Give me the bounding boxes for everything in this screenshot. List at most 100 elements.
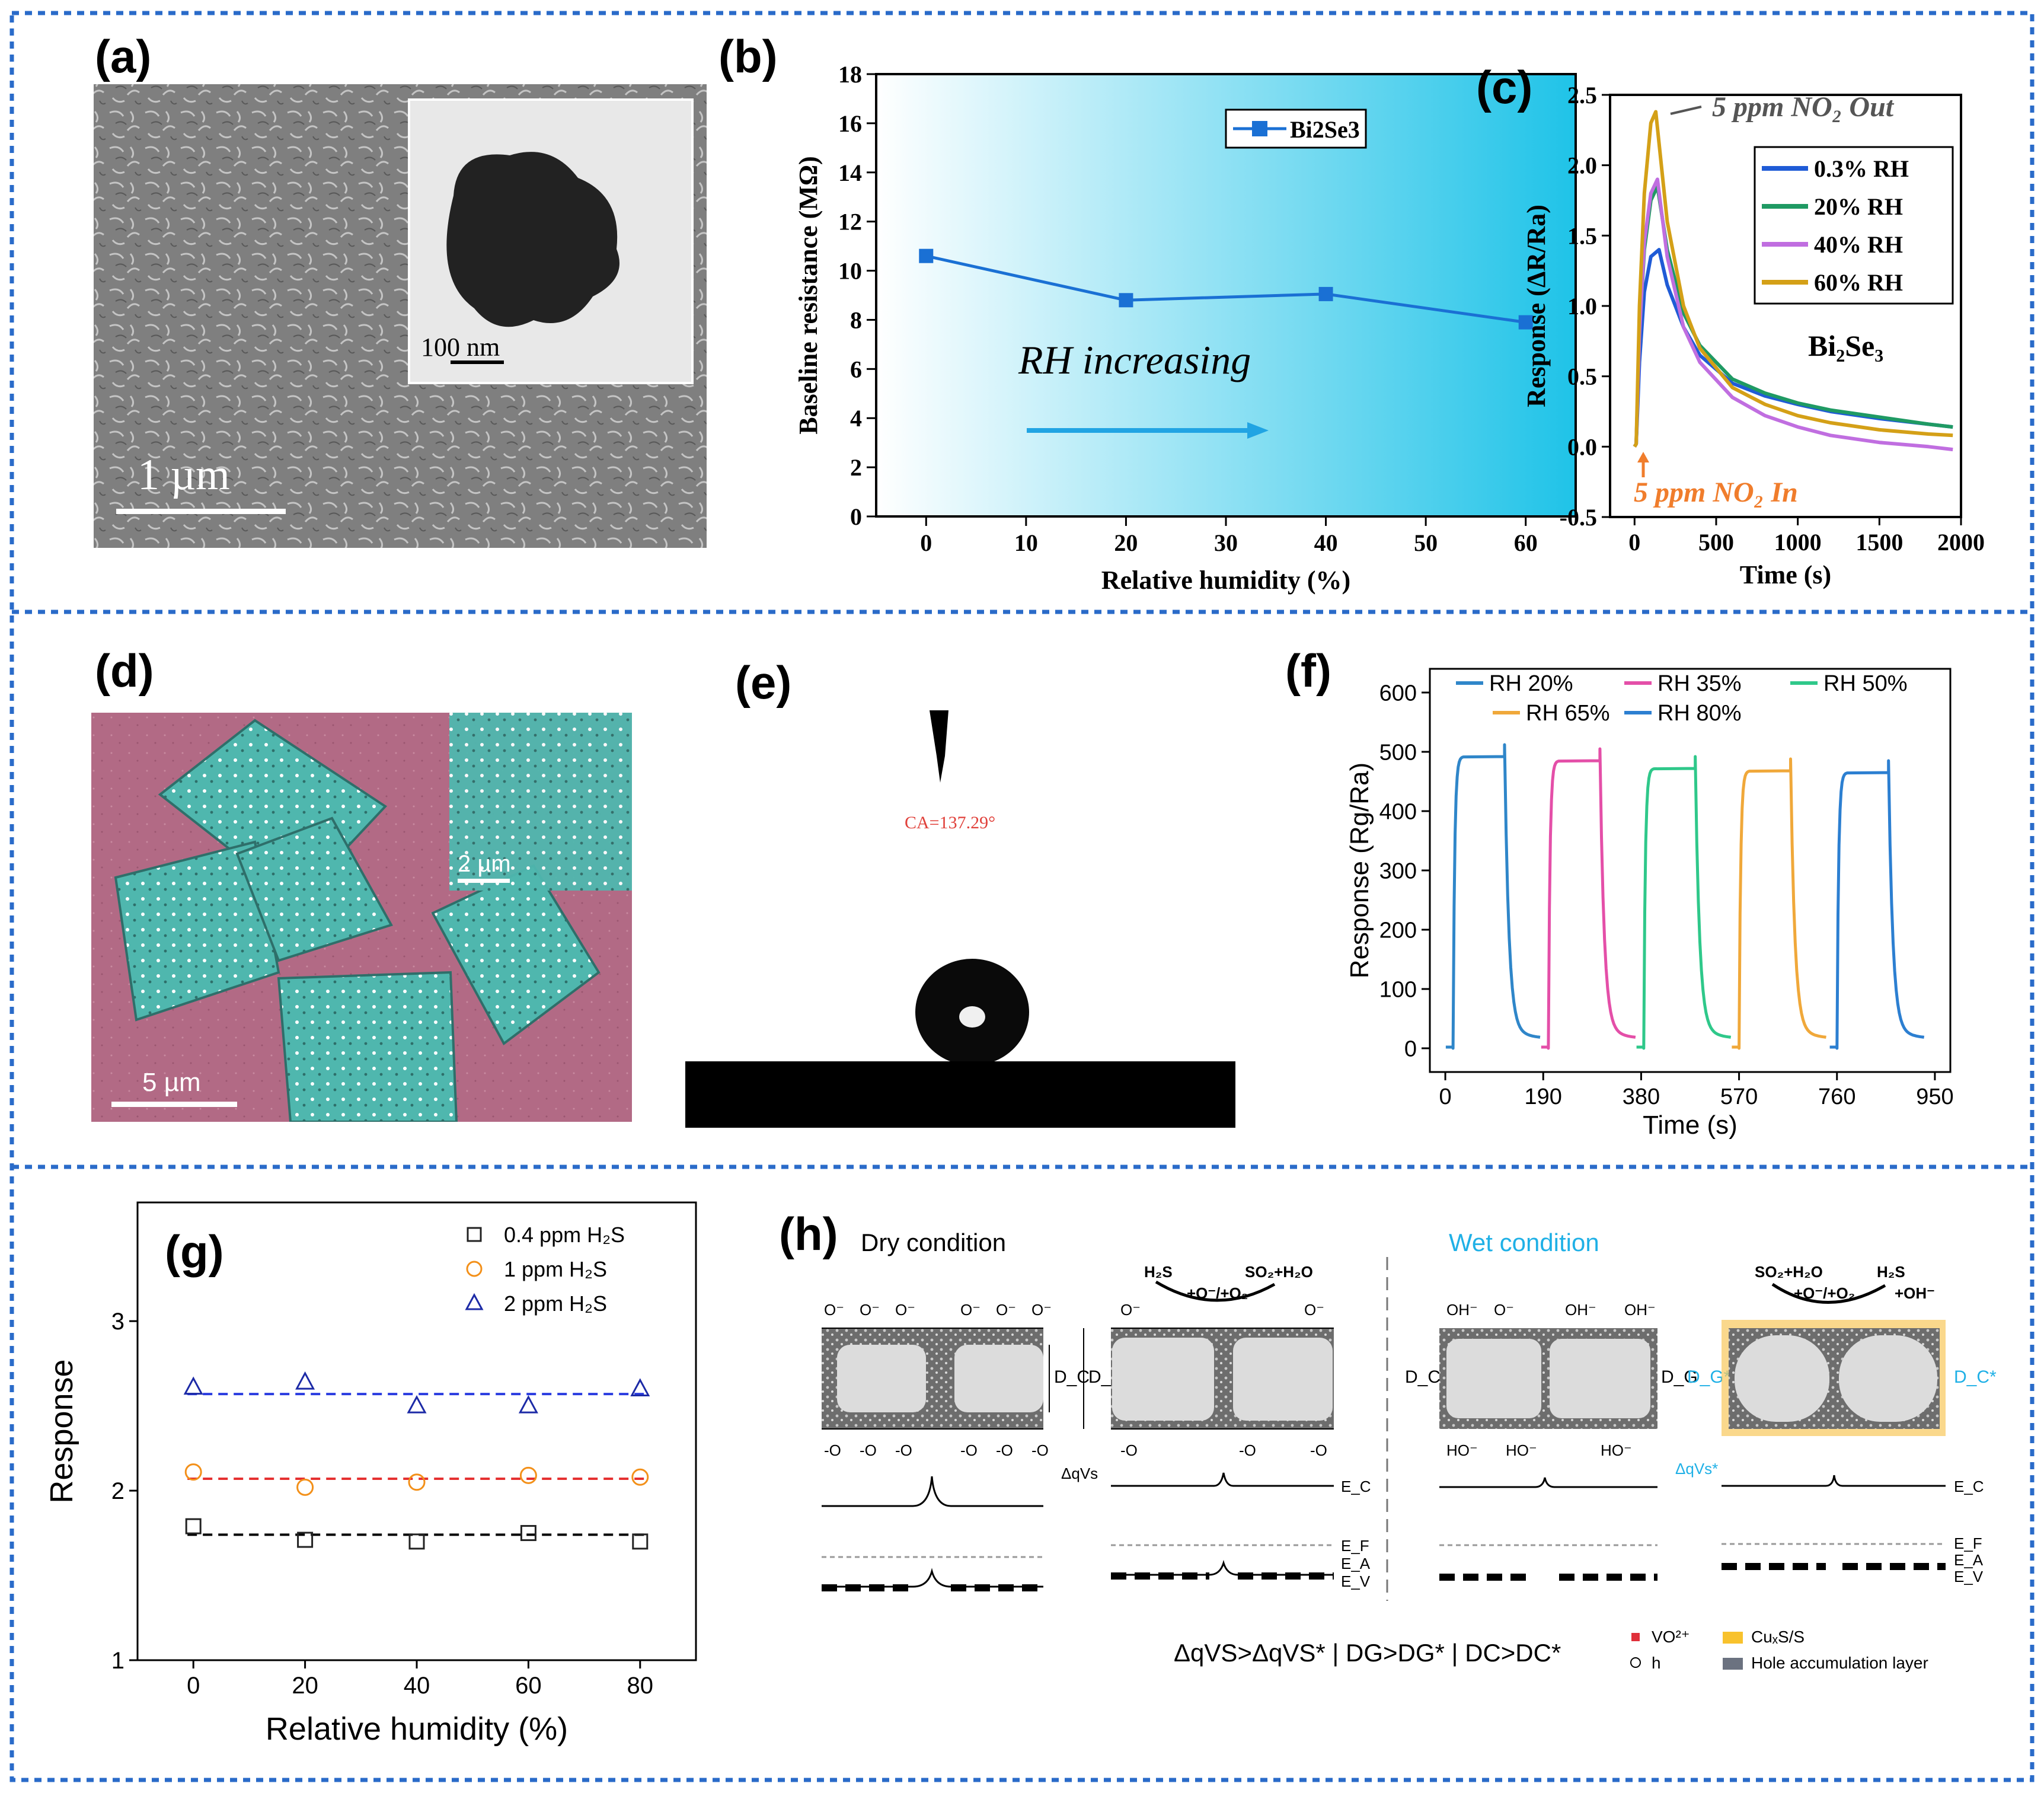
dc-wet-label: D_C	[1405, 1367, 1441, 1387]
x-tick-label: 0	[1439, 1084, 1452, 1109]
tem-particle	[446, 152, 619, 327]
legend-c: 0.3% RH 20% RH 40% RH 60% RH	[1754, 146, 1954, 305]
series-b	[919, 248, 1533, 330]
legend-g: 0.4 ppm H₂S 1 ppm H₂S 2 ppm H₂S	[465, 1223, 625, 1316]
o-minus-top-1: O⁻	[824, 1301, 844, 1319]
wet-grains-after	[1722, 1320, 1946, 1436]
panel-h: (h) Dry condition Wet condition O⁻ O⁻ O⁻…	[779, 1208, 1997, 1672]
o-minus-bot-6: -O	[1031, 1441, 1049, 1459]
ho-wet-3: HO⁻	[1601, 1441, 1632, 1459]
x-tick-label: 40	[1314, 529, 1338, 556]
data-point-bi2se3	[1119, 293, 1133, 308]
legend-label-c: 60% RH	[1814, 269, 1903, 296]
dc-star-label: D_C*	[1954, 1367, 1997, 1387]
series-line-rh-80-	[1829, 759, 1925, 1050]
series-g	[183, 1371, 650, 1550]
data-point-circle	[184, 1463, 202, 1481]
series-line-rh-65-	[1732, 757, 1826, 1050]
legend-label-c: 0.3% RH	[1814, 155, 1909, 182]
wet-grains-before	[1439, 1328, 1657, 1429]
panel-d-label: (d)	[95, 645, 154, 697]
scalebar-main-a	[116, 509, 286, 514]
o-minus-dry-after-5: -O	[1310, 1441, 1327, 1459]
legend-vo-swatch	[1631, 1633, 1640, 1641]
panel-c: (c) 0 500 1000 1500 2000 -0.5 0.0 0.5 1.0 1.5 2.0 2…	[1476, 61, 1985, 589]
y-axis-label: Response (Rg/Ra)	[1345, 762, 1374, 978]
x-tick-label: 50	[1414, 529, 1438, 556]
legend-marker-g	[466, 1261, 483, 1277]
legend-label-bi2se3: Bi2Se3	[1290, 116, 1360, 143]
legend-f: RH 20% RH 35% RH 50% RH 65% RH 80%	[1456, 671, 1908, 726]
y-tick-label: 8	[850, 307, 862, 333]
y-tick-label: 600	[1379, 681, 1417, 706]
o-wet-1: O⁻	[1494, 1301, 1514, 1319]
o-minus-bot-4: -O	[960, 1441, 978, 1459]
o-minus-dry-after-4: -O	[1239, 1441, 1256, 1459]
x-tick-label: 60	[515, 1673, 542, 1699]
legend-cus-label: CuₓS/S	[1751, 1628, 1805, 1646]
o-minus-top-3: O⁻	[895, 1301, 915, 1319]
o-minus-bot-5: -O	[996, 1441, 1013, 1459]
x-tick-label: 0	[1628, 529, 1640, 556]
so2h2o-dry: SO₂+H₂O	[1245, 1263, 1313, 1281]
x-tick-label: 60	[1514, 529, 1538, 556]
legend-label-f: RH 65%	[1526, 701, 1610, 726]
series-line-rh-50-	[1636, 755, 1732, 1050]
panel-h-label: (h)	[779, 1208, 838, 1260]
panel-d: (d) 2 µm 5 µm	[91, 645, 632, 1122]
series-line-bi2se3	[925, 254, 1526, 324]
scalebar-inset-d	[458, 879, 510, 883]
data-point-circle	[631, 1468, 649, 1486]
data-point-square	[297, 1532, 314, 1548]
data-point-circle	[519, 1466, 537, 1484]
data-point-triangle	[518, 1395, 538, 1414]
scalebar-main-d	[111, 1102, 237, 1107]
x-tick-label: 80	[627, 1673, 654, 1699]
y-tick-label: 14	[838, 159, 862, 186]
y-tick-label: 6	[850, 356, 862, 382]
h2s-wet: H₂S	[1877, 1263, 1905, 1281]
scale-inset-d-label: 2 µm	[458, 851, 511, 877]
contact-angle-label: CA=137.29°	[905, 813, 995, 832]
ea-wet: E_A	[1954, 1551, 1984, 1569]
scalebar-inset-a	[451, 360, 504, 364]
y-tick-label: 16	[838, 110, 862, 137]
axes-g: 0 20 40 60 80 1 2 3 Relative humidity (%) Respons…	[44, 1201, 697, 1747]
material-label-c: Bi₂Se₃	[1808, 329, 1883, 362]
plus-oh-wet: +OH⁻	[1895, 1284, 1935, 1302]
data-point-square	[408, 1533, 425, 1550]
panel-frames	[9, 11, 2035, 1782]
annotation-no2-in: 5 ppm NO₂ In	[1634, 477, 1798, 508]
legend-h-swatch	[1630, 1657, 1641, 1668]
y-tick-label: 12	[838, 209, 862, 235]
x-axis-label: Time (s)	[1643, 1111, 1738, 1140]
data-point-square	[632, 1533, 649, 1550]
reaction-arrow-dry	[1155, 1280, 1276, 1302]
panel-g: (g) 0 20 40 60 80 1 2 3 Relative humidity (%) Res…	[44, 1201, 697, 1747]
o-minus-bot-2: -O	[860, 1441, 877, 1459]
y-tick-label: 0	[1404, 1036, 1417, 1061]
legend-label-g: 1 ppm H₂S	[504, 1257, 607, 1281]
ev-dry: E_V	[1341, 1572, 1371, 1590]
legend-hole-swatch	[1723, 1658, 1743, 1670]
x-tick-label: 20	[292, 1673, 318, 1699]
series-c	[1633, 110, 1953, 452]
y-tick-label: 2.0	[1567, 152, 1597, 179]
axes-c: 0 500 1000 1500 2000 -0.5 0.0 0.5 1.0 1.5 2.0 2.5 Ti…	[1522, 82, 1985, 589]
legend-label-c: 20% RH	[1814, 193, 1903, 220]
axes-f: 0 190 380 570 760 950 0 100 200 300 400 500 600 Time …	[1345, 668, 1954, 1140]
sem-image-d	[91, 713, 632, 1122]
legend-b: Bi2Se3	[1225, 109, 1367, 149]
y-tick-label: 300	[1379, 859, 1417, 883]
scale-inset-label-a: 100 nm	[421, 333, 500, 362]
data-point-bi2se3	[1518, 315, 1533, 330]
data-point-square	[185, 1518, 202, 1534]
ho-wet-2: HO⁻	[1506, 1441, 1537, 1459]
series-f	[1445, 743, 1925, 1050]
y-axis-label: Baseline resistance (MΩ)	[794, 156, 823, 434]
panel-c-label: (c)	[1476, 61, 1532, 113]
legend-marker-g	[465, 1293, 484, 1310]
arrow-no2-out	[1670, 106, 1702, 115]
dry-grains-before	[822, 1328, 1043, 1430]
